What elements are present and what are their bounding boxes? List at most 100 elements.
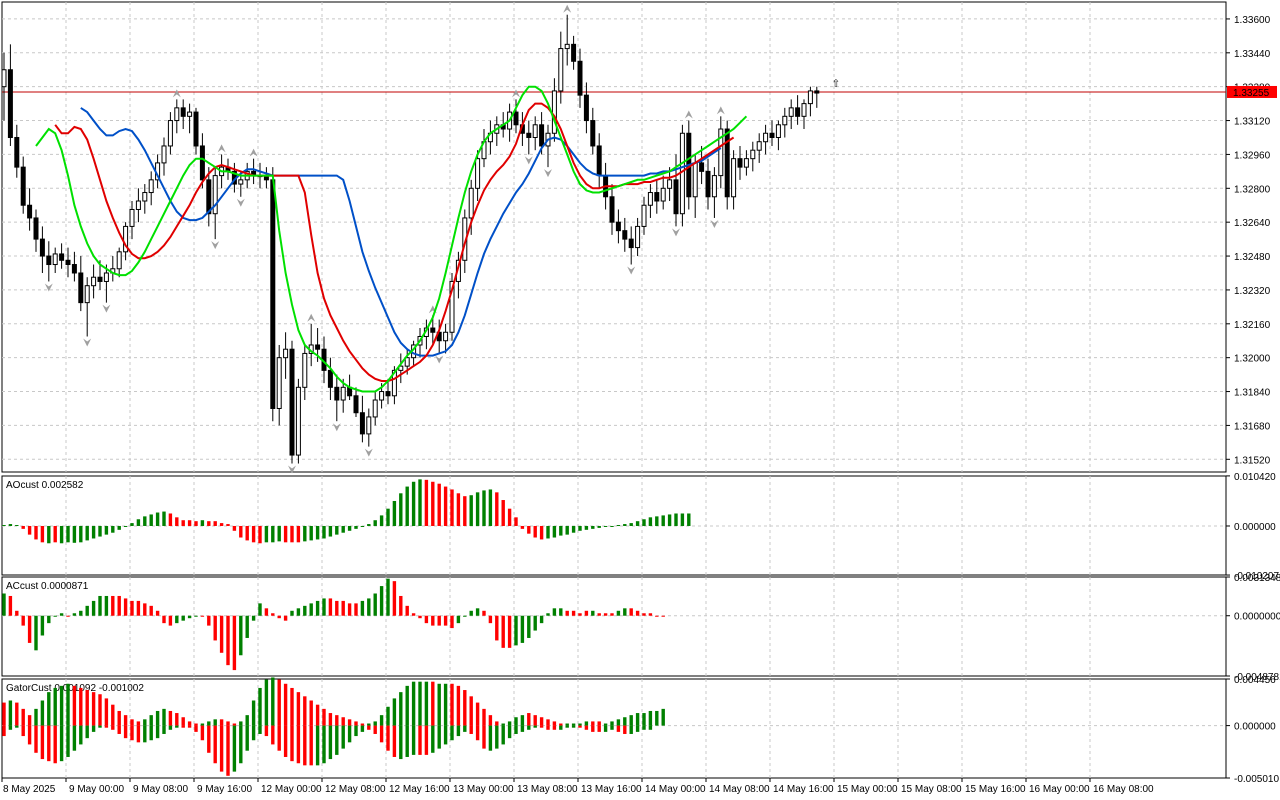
bull-candle[interactable] <box>443 331 449 342</box>
histogram-bar[interactable] <box>277 725 281 751</box>
histogram-bar[interactable] <box>379 515 384 526</box>
histogram-bar[interactable] <box>264 608 269 616</box>
histogram-bar[interactable] <box>616 610 621 616</box>
bull-candle[interactable] <box>756 141 762 151</box>
histogram-bar[interactable] <box>168 513 173 526</box>
histogram-bar[interactable] <box>360 600 365 616</box>
bull-candle[interactable] <box>404 357 410 367</box>
histogram-bar[interactable] <box>130 523 134 526</box>
bear-candle[interactable] <box>430 327 436 333</box>
histogram-bar[interactable] <box>424 725 429 755</box>
bear-candle[interactable] <box>270 179 276 409</box>
histogram-bar[interactable] <box>424 615 429 624</box>
histogram-bar[interactable] <box>98 725 102 728</box>
histogram-bar[interactable] <box>399 692 403 726</box>
histogram-bar[interactable] <box>40 725 45 760</box>
bear-candle[interactable] <box>571 43 577 62</box>
histogram-bar[interactable] <box>283 615 288 621</box>
histogram-bar[interactable] <box>379 725 384 743</box>
histogram-bar[interactable] <box>15 525 19 527</box>
histogram-bar[interactable] <box>322 598 326 616</box>
bull-candle[interactable] <box>667 179 673 189</box>
histogram-bar[interactable] <box>584 610 589 616</box>
histogram-bar[interactable] <box>399 493 403 526</box>
histogram-bar[interactable] <box>341 525 345 533</box>
histogram-bar[interactable] <box>53 615 57 617</box>
bull-candle[interactable] <box>129 208 135 227</box>
bull-candle[interactable] <box>532 124 538 138</box>
histogram-bar[interactable] <box>578 723 582 726</box>
histogram-bar[interactable] <box>456 725 461 737</box>
histogram-bar[interactable] <box>507 721 512 726</box>
histogram-bar[interactable] <box>232 725 237 772</box>
bear-candle[interactable] <box>193 111 199 147</box>
histogram-bar[interactable] <box>296 525 301 543</box>
histogram-bar[interactable] <box>520 715 525 726</box>
histogram-bar[interactable] <box>514 615 518 646</box>
bear-candle[interactable] <box>628 238 634 249</box>
bear-candle[interactable] <box>199 145 205 181</box>
histogram-bar[interactable] <box>559 725 563 730</box>
histogram-bar[interactable] <box>130 600 134 616</box>
histogram-bar[interactable] <box>623 524 627 526</box>
histogram-bar[interactable] <box>591 610 595 616</box>
histogram-bar[interactable] <box>463 725 467 732</box>
histogram-bar[interactable] <box>290 687 294 726</box>
bull-candle[interactable] <box>103 272 109 282</box>
histogram-bar[interactable] <box>610 525 614 527</box>
histogram-bar[interactable] <box>405 685 409 726</box>
histogram-bar[interactable] <box>27 715 32 726</box>
bear-candle[interactable] <box>359 412 365 435</box>
histogram-bar[interactable] <box>155 610 160 616</box>
histogram-bar[interactable] <box>207 615 211 626</box>
histogram-bar[interactable] <box>520 615 525 643</box>
bear-candle[interactable] <box>353 395 359 414</box>
bear-candle[interactable] <box>622 230 628 240</box>
histogram-bar[interactable] <box>597 613 601 616</box>
histogram-bar[interactable] <box>488 725 493 751</box>
histogram-bar[interactable] <box>578 613 582 616</box>
histogram-bar[interactable] <box>507 508 512 526</box>
histogram-bar[interactable] <box>245 525 249 541</box>
histogram-bar[interactable] <box>450 615 454 629</box>
bull-candle[interactable] <box>782 115 788 126</box>
histogram-bar[interactable] <box>322 725 326 764</box>
bear-candle[interactable] <box>39 238 45 257</box>
histogram-bar[interactable] <box>674 513 678 526</box>
bull-candle[interactable] <box>391 369 397 397</box>
histogram-bar[interactable] <box>552 725 557 730</box>
bull-candle[interactable] <box>468 187 474 219</box>
histogram-bar[interactable] <box>155 710 160 726</box>
histogram-bar[interactable] <box>232 723 237 726</box>
histogram-bar[interactable] <box>597 525 601 528</box>
histogram-bar[interactable] <box>232 525 237 531</box>
bear-candle[interactable] <box>583 94 589 122</box>
bull-candle[interactable] <box>647 192 653 206</box>
histogram-bar[interactable] <box>431 681 435 726</box>
histogram-bar[interactable] <box>277 525 281 542</box>
histogram-bar[interactable] <box>59 613 64 616</box>
histogram-bar[interactable] <box>162 708 166 726</box>
histogram-bar[interactable] <box>226 615 230 666</box>
histogram-bar[interactable] <box>303 525 307 542</box>
histogram-bar[interactable] <box>200 723 205 726</box>
histogram-bar[interactable] <box>143 719 147 726</box>
histogram-bar[interactable] <box>533 725 537 728</box>
bear-candle[interactable] <box>289 348 295 456</box>
histogram-bar[interactable] <box>91 692 96 726</box>
histogram-bar[interactable] <box>642 613 646 616</box>
histogram-bar[interactable] <box>47 692 51 726</box>
histogram-bar[interactable] <box>162 725 166 734</box>
histogram-bar[interactable] <box>181 615 185 621</box>
bull-candle[interactable] <box>187 111 193 117</box>
histogram-bar[interactable] <box>578 725 582 728</box>
histogram-bar[interactable] <box>616 719 621 726</box>
histogram-bar[interactable] <box>245 715 249 726</box>
histogram-bar[interactable] <box>149 715 153 726</box>
histogram-bar[interactable] <box>565 525 569 535</box>
main-price-panel[interactable]: 1.336001.334401.332801.331201.329601.328… <box>1 1 1277 474</box>
histogram-bar[interactable] <box>40 700 45 726</box>
histogram-bar[interactable] <box>610 613 614 616</box>
histogram-bar[interactable] <box>667 514 672 526</box>
histogram-bar[interactable] <box>66 525 70 543</box>
